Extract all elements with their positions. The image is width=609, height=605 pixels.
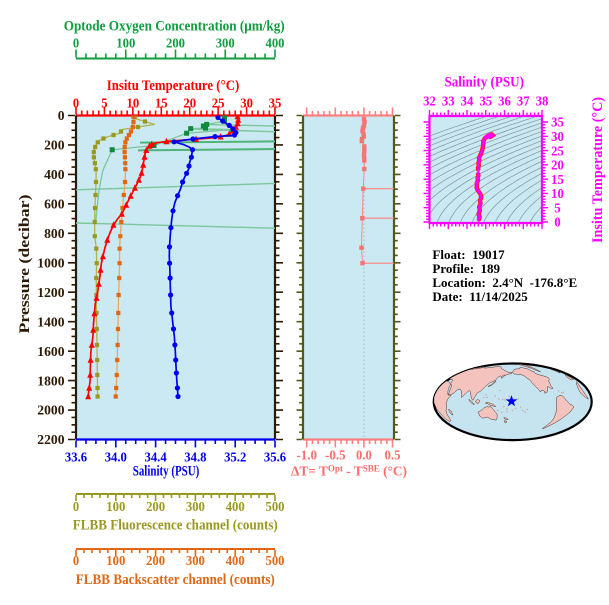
svg-text:35: 35	[551, 116, 564, 131]
svg-text:200: 200	[146, 500, 165, 515]
svg-text:30: 30	[240, 97, 253, 112]
svg-text:36: 36	[498, 94, 511, 109]
svg-text:200: 200	[146, 554, 165, 569]
svg-text:0: 0	[554, 216, 560, 231]
svg-text:25: 25	[212, 97, 225, 112]
svg-text:25: 25	[551, 144, 564, 159]
svg-text:10: 10	[551, 187, 564, 202]
svg-text:20: 20	[183, 97, 196, 112]
svg-text:Float: 19017: Float: 19017	[432, 247, 505, 262]
svg-text:15: 15	[155, 97, 168, 112]
svg-text:800: 800	[44, 227, 64, 242]
svg-text:38: 38	[536, 94, 549, 109]
svg-text:33: 33	[442, 94, 455, 109]
svg-text:2200: 2200	[37, 433, 64, 448]
svg-text:600: 600	[44, 198, 64, 213]
svg-text:32: 32	[423, 94, 436, 109]
svg-text:Salinity (PSU): Salinity (PSU)	[444, 75, 524, 91]
svg-text:500: 500	[266, 554, 285, 569]
svg-text:500: 500	[266, 500, 285, 515]
svg-text:35.2: 35.2	[224, 451, 246, 466]
svg-text:300: 300	[216, 36, 235, 51]
svg-text:37: 37	[517, 94, 530, 109]
svg-text:0: 0	[73, 500, 79, 515]
svg-text:1400: 1400	[37, 315, 64, 330]
svg-text:34.8: 34.8	[184, 451, 206, 466]
svg-text:300: 300	[186, 500, 205, 515]
svg-text:400: 400	[266, 36, 285, 51]
svg-text:100: 100	[106, 500, 125, 515]
svg-text:ΔT= TOpt - TSBE (°C): ΔT= TOpt - TSBE (°C)	[291, 465, 407, 480]
svg-text:FLBB Fluorescence channel (cou: FLBB Fluorescence channel (counts)	[73, 518, 278, 534]
svg-text:35: 35	[479, 94, 492, 109]
svg-text:1600: 1600	[37, 345, 64, 360]
svg-text:5: 5	[554, 201, 560, 216]
svg-text:1000: 1000	[37, 257, 64, 272]
svg-text:0.0: 0.0	[356, 449, 372, 464]
svg-text:15: 15	[551, 173, 564, 188]
svg-text:Pressure (decibar): Pressure (decibar)	[17, 195, 33, 334]
svg-text:30: 30	[551, 130, 564, 145]
svg-text:-1.0: -1.0	[296, 449, 317, 464]
svg-text:0: 0	[73, 97, 79, 112]
svg-text:35.6: 35.6	[264, 451, 286, 466]
svg-text:1800: 1800	[37, 374, 64, 389]
svg-text:400: 400	[226, 554, 245, 569]
svg-text:5: 5	[101, 97, 107, 112]
svg-text:Optode Oxygen Concentration (μ: Optode Oxygen Concentration (μm/kg)	[64, 19, 285, 35]
svg-text:20: 20	[551, 159, 564, 174]
svg-text:0.5: 0.5	[385, 449, 401, 464]
svg-text:Location: 2.4°N -176.8°E: Location: 2.4°N -176.8°E	[432, 275, 577, 290]
svg-text:100: 100	[106, 554, 125, 569]
svg-text:-0.5: -0.5	[325, 449, 346, 464]
svg-text:0: 0	[73, 36, 79, 51]
svg-text:FLBB Backscatter channel (coun: FLBB Backscatter channel (counts)	[76, 572, 275, 588]
svg-text:2000: 2000	[37, 404, 64, 419]
svg-text:100: 100	[116, 36, 135, 51]
svg-text:0: 0	[73, 554, 79, 569]
svg-text:Salinity (PSU): Salinity (PSU)	[133, 464, 200, 480]
svg-text:400: 400	[226, 500, 245, 515]
svg-text:34.0: 34.0	[105, 451, 127, 466]
svg-text:400: 400	[44, 168, 64, 183]
svg-text:Insitu Temperature (°C): Insitu Temperature (°C)	[107, 78, 240, 94]
svg-text:Insitu Temperature (°C): Insitu Temperature (°C)	[590, 97, 606, 243]
svg-text:0: 0	[58, 109, 65, 124]
svg-text:Profile: 189: Profile: 189	[432, 261, 500, 276]
svg-text:35: 35	[269, 97, 282, 112]
svg-text:33.6: 33.6	[65, 451, 87, 466]
svg-text:200: 200	[44, 139, 64, 154]
svg-text:Date: 11/14/2025: Date: 11/14/2025	[432, 289, 528, 304]
svg-text:10: 10	[127, 97, 140, 112]
svg-text:34: 34	[461, 94, 474, 109]
svg-text:1200: 1200	[37, 286, 64, 301]
svg-text:300: 300	[186, 554, 205, 569]
svg-text:200: 200	[166, 36, 185, 51]
svg-text:34.4: 34.4	[145, 451, 167, 466]
